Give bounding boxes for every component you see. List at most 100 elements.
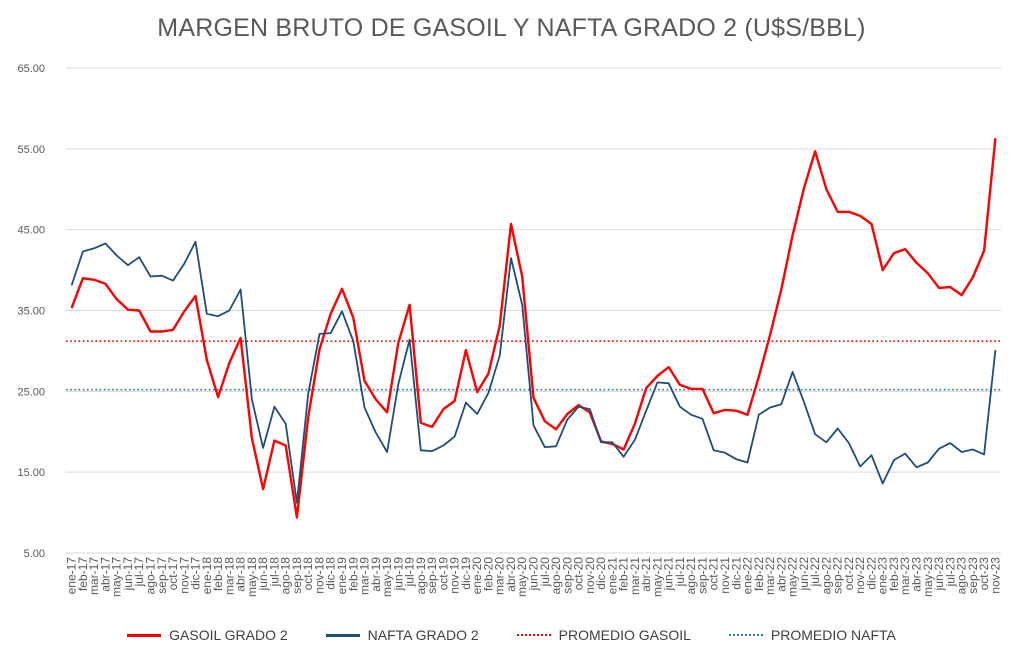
y-tick-label: 45.00 [17, 225, 45, 237]
x-tick-label: dic-20 [594, 557, 608, 590]
x-tick-label: feb-23 [887, 557, 901, 591]
x-tick-label: mar-23 [898, 557, 912, 595]
x-tick-label: may-20 [515, 557, 529, 597]
series-lines [70, 138, 997, 519]
x-tick-label: oct-20 [572, 557, 586, 591]
x-tick-label: ago-18 [279, 557, 293, 595]
x-tick-label: abr-20 [504, 557, 518, 592]
legend-label: PROMEDIO NAFTA [770, 627, 896, 643]
x-tick-label: dic-19 [459, 557, 473, 590]
x-tick-label: ene-21 [605, 557, 619, 595]
x-tick-label: dic-22 [864, 557, 878, 590]
x-tick-label: ago-17 [143, 557, 157, 595]
x-tick-label: abr-19 [369, 557, 383, 592]
x-tick-label: abr-18 [234, 557, 248, 592]
x-tick-label: oct-22 [842, 557, 856, 591]
x-tick-label: jun-22 [797, 557, 811, 592]
x-tick-label: may-18 [245, 557, 259, 597]
x-tick-label: jun-23 [932, 557, 946, 592]
legend-swatch [516, 634, 551, 636]
x-tick-label: jun-21 [662, 557, 676, 592]
legend-swatch [127, 633, 162, 637]
x-tick-label: feb-19 [346, 557, 360, 591]
x-tick-label: mar-20 [493, 557, 507, 595]
x-tick-label: ago-22 [819, 557, 833, 595]
x-tick-label: sep-22 [831, 557, 845, 594]
x-axis-ticks: ene-17feb-17mar-17abr-17may-17jun-17jul-… [65, 557, 1003, 597]
x-tick-label: ene-23 [876, 557, 890, 595]
x-tick-label: ene-19 [335, 557, 349, 595]
x-tick-label: jun-17 [121, 557, 135, 592]
x-tick-label: ene-17 [65, 557, 79, 595]
x-tick-label: sep-19 [425, 557, 439, 594]
x-tick-label: sep-21 [695, 557, 709, 594]
x-tick-label: nov-19 [448, 557, 462, 594]
y-tick-label: 5.00 [24, 548, 45, 560]
x-tick-label: jul-21 [673, 557, 687, 588]
x-tick-label: may-17 [110, 557, 124, 597]
x-tick-label: may-23 [921, 557, 935, 597]
y-axis-ticks: 5.00 15.00 25.00 35.00 45.00 55.00 65.00 [17, 63, 45, 560]
x-tick-label: oct-23 [977, 557, 991, 591]
series-line [70, 240, 997, 504]
x-tick-label: sep-18 [290, 557, 304, 594]
x-tick-label: feb-20 [481, 557, 495, 591]
x-tick-label: oct-18 [301, 557, 315, 591]
legend-label: PROMEDIO GASOIL [558, 627, 691, 643]
y-tick-label: 25.00 [17, 386, 45, 398]
x-tick-label: jul-17 [132, 557, 146, 588]
series-line [70, 138, 997, 519]
x-tick-label: nov-18 [312, 557, 326, 594]
x-tick-label: nov-17 [177, 557, 191, 594]
legend-item: NAFTA GRADO 2 [325, 627, 479, 643]
x-tick-label: oct-17 [166, 557, 180, 591]
line-chart: 5.00 15.00 25.00 35.00 45.00 55.00 65.00 ene-1… [17, 63, 1003, 597]
x-tick-label: sep-20 [560, 557, 574, 594]
x-tick-label: nov-21 [718, 557, 732, 594]
x-tick-label: oct-19 [436, 557, 450, 591]
x-tick-label: may-21 [650, 557, 664, 597]
x-tick-label: mar-21 [628, 557, 642, 595]
legend-item: PROMEDIO GASOIL [516, 627, 691, 643]
x-tick-label: jul-20 [538, 557, 552, 588]
y-tick-label: 55.00 [17, 144, 45, 156]
average-lines [66, 340, 1001, 391]
x-tick-label: sep-23 [966, 557, 980, 594]
x-tick-label: ago-20 [549, 557, 563, 595]
legend-label: GASOIL GRADO 2 [169, 627, 288, 643]
x-tick-label: feb-22 [752, 557, 766, 591]
x-tick-label: sep-17 [155, 557, 169, 594]
x-tick-label: abr-17 [98, 557, 112, 592]
x-tick-label: abr-21 [639, 557, 653, 592]
chart-title: MARGEN BRUTO DE GASOIL Y NAFTA GRADO 2 (… [157, 14, 866, 42]
x-tick-label: mar-17 [87, 557, 101, 595]
legend-swatch [325, 633, 360, 637]
x-tick-label: mar-18 [222, 557, 236, 595]
x-tick-label: ago-21 [684, 557, 698, 595]
x-tick-label: dic-17 [189, 557, 203, 590]
x-tick-label: nov-22 [853, 557, 867, 594]
x-tick-label: jul-22 [808, 557, 822, 588]
legend-swatch [728, 634, 763, 636]
x-tick-label: ene-22 [741, 557, 755, 595]
x-tick-label: mar-22 [763, 557, 777, 595]
x-tick-label: jun-19 [391, 557, 405, 592]
x-tick-label: feb-21 [617, 557, 631, 591]
x-tick-label: dic-18 [324, 557, 338, 590]
x-tick-label: dic-21 [729, 557, 743, 590]
x-tick-label: ago-23 [955, 557, 969, 595]
y-tick-label: 35.00 [17, 306, 45, 318]
x-tick-label: jun-18 [256, 557, 270, 592]
x-tick-label: nov-20 [583, 557, 597, 594]
x-tick-label: may-19 [380, 557, 394, 597]
x-tick-label: oct-21 [707, 557, 721, 591]
legend-label: NAFTA GRADO 2 [367, 627, 479, 643]
legend: GASOIL GRADO 2 NAFTA GRADO 2 PROMEDIO GASO… [0, 622, 1023, 648]
y-tick-label: 15.00 [17, 467, 45, 479]
x-tick-label: nov-23 [988, 557, 1002, 594]
x-tick-label: ene-18 [200, 557, 214, 595]
x-tick-label: jul-19 [403, 557, 417, 588]
x-tick-label: mar-19 [358, 557, 372, 595]
x-tick-label: jun-20 [527, 557, 541, 592]
x-tick-label: may-22 [786, 557, 800, 597]
